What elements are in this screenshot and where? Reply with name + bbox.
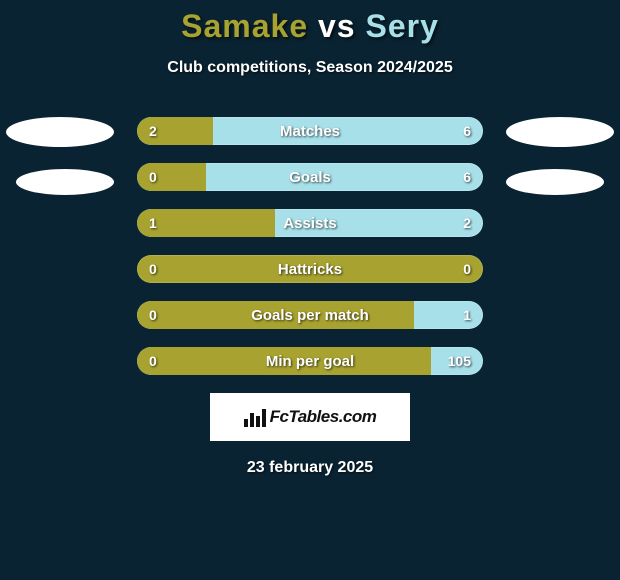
player1-ellipse-bottom: [16, 169, 114, 195]
bar-row: 06Goals: [137, 163, 483, 191]
bar-row: 01Goals per match: [137, 301, 483, 329]
bar-label: Goals: [137, 163, 483, 191]
bar-row: 0105Min per goal: [137, 347, 483, 375]
chart-area: 26Matches 06Goals 12Assists 00Hattricks 01Go…: [0, 117, 620, 375]
bar-row: 12Assists: [137, 209, 483, 237]
title-player1: Samake: [181, 8, 308, 44]
player2-ellipse-bottom: [506, 169, 604, 195]
fctables-icon: [244, 407, 266, 427]
bar-row: 26Matches: [137, 117, 483, 145]
bar-label: Min per goal: [137, 347, 483, 375]
bar-label: Assists: [137, 209, 483, 237]
subtitle: Club competitions, Season 2024/2025: [0, 59, 620, 77]
page-title: Samake vs Sery: [0, 8, 620, 45]
root-container: Samake vs Sery Club competitions, Season…: [0, 0, 620, 477]
player1-ellipse-top: [6, 117, 114, 147]
title-vs: vs: [318, 8, 356, 44]
player2-ellipse-top: [506, 117, 614, 147]
bar-label: Goals per match: [137, 301, 483, 329]
comparison-bars: 26Matches 06Goals 12Assists 00Hattricks 01Go…: [137, 117, 483, 375]
bar-label: Hattricks: [137, 255, 483, 283]
bar-label: Matches: [137, 117, 483, 145]
footer-logo-text: FcTables.com: [270, 407, 377, 427]
bar-row: 00Hattricks: [137, 255, 483, 283]
title-player2: Sery: [365, 8, 438, 44]
footer-logo: FcTables.com: [210, 393, 410, 441]
date-text: 23 february 2025: [0, 459, 620, 477]
